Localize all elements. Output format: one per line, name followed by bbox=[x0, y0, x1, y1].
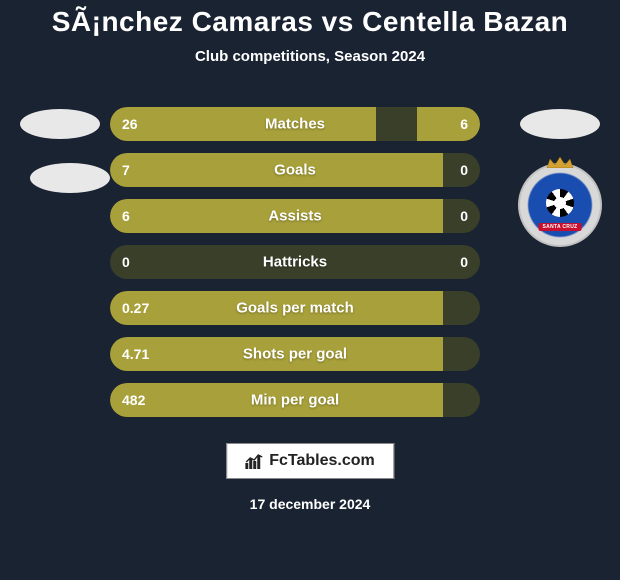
footer-date: 17 december 2024 bbox=[250, 496, 371, 512]
stat-bars: Matches266Goals70Assists60Hattricks00Goa… bbox=[110, 107, 480, 429]
stat-label: Hattricks bbox=[263, 254, 327, 271]
stat-row: Min per goal 482 bbox=[110, 383, 480, 417]
stat-label: Matches bbox=[265, 116, 325, 133]
team-right-logo: SANTA CRUZ bbox=[518, 163, 602, 247]
player-left-avatar-2 bbox=[30, 163, 110, 193]
stat-value-left: 7 bbox=[122, 162, 130, 178]
team-right-name: SANTA CRUZ bbox=[539, 223, 582, 231]
stat-row: Assists 6 0 bbox=[110, 199, 480, 233]
stat-left-fill bbox=[110, 107, 376, 141]
stat-label: Goals per match bbox=[236, 300, 354, 317]
stat-row: Goals per match 0.27 bbox=[110, 291, 480, 325]
stat-value-right: 0 bbox=[460, 254, 468, 270]
stat-value-right: 6 bbox=[460, 116, 468, 132]
stat-value-right: 0 bbox=[460, 208, 468, 224]
stat-value-left: 0 bbox=[122, 254, 130, 270]
soccer-ball-icon bbox=[546, 189, 574, 217]
brand-badge[interactable]: FcTables.com bbox=[226, 443, 394, 479]
crown-icon bbox=[545, 155, 575, 167]
stat-value-right: 0 bbox=[460, 162, 468, 178]
stat-row: Matches 26 6 bbox=[110, 107, 480, 141]
page-title: SÃ¡nchez Camaras vs Centella Bazan bbox=[0, 6, 620, 38]
bar-chart-icon bbox=[245, 453, 263, 469]
stat-row: Goals 7 0 bbox=[110, 153, 480, 187]
stat-value-left: 26 bbox=[122, 116, 138, 132]
stat-right-fill bbox=[417, 107, 480, 141]
stat-value-left: 482 bbox=[122, 392, 145, 408]
page-subtitle: Club competitions, Season 2024 bbox=[0, 48, 620, 65]
player-left-avatar-1 bbox=[20, 109, 100, 139]
stat-row: Hattricks 0 0 bbox=[110, 245, 480, 279]
stat-label: Goals bbox=[274, 162, 316, 179]
stat-value-left: 0.27 bbox=[122, 300, 149, 316]
stat-label: Assists bbox=[268, 208, 321, 225]
stat-value-left: 4.71 bbox=[122, 346, 149, 362]
player-right-avatar bbox=[520, 109, 600, 139]
stat-label: Shots per goal bbox=[243, 346, 347, 363]
stat-label: Min per goal bbox=[251, 392, 339, 409]
stat-value-left: 6 bbox=[122, 208, 130, 224]
brand-text: FcTables.com bbox=[269, 452, 375, 470]
stat-row: Shots per goal 4.71 bbox=[110, 337, 480, 371]
